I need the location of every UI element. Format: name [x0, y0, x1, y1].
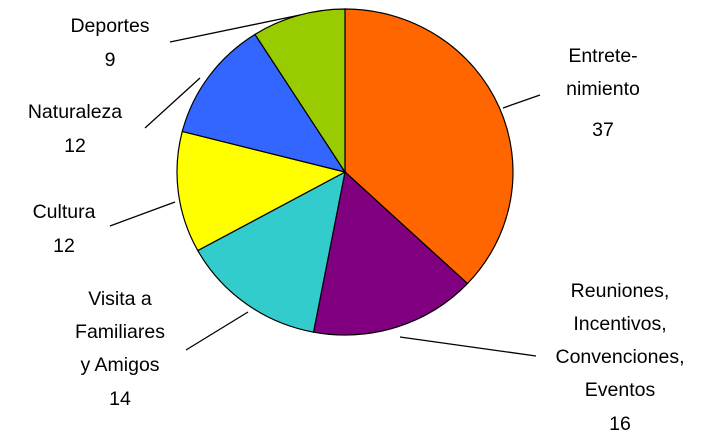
leader-line-reuniones — [399, 336, 537, 357]
slice-label-reuniones: Incentivos, — [573, 313, 666, 335]
slice-label-cultura: Cultura — [33, 201, 96, 223]
leader-line-naturaleza — [144, 77, 201, 129]
slice-value-cultura: 12 — [53, 235, 75, 257]
leader-lines — [109, 14, 541, 357]
slice-value-deportes: 9 — [105, 49, 116, 71]
slice-label-deportes: Deportes — [70, 15, 149, 37]
leader-line-visita — [185, 311, 249, 351]
pie-slice-reuniones — [312, 170, 469, 336]
pie-slices — [176, 8, 514, 336]
slice-value-naturaleza: 12 — [64, 135, 86, 157]
slice-labels: Entrete-nimiento 37 Reuniones, Incentivos, C… — [28, 15, 685, 435]
pie-slice-cultura — [176, 130, 347, 252]
slice-value-entretenimiento: 37 — [592, 119, 614, 141]
pie-slice-entretenimiento — [344, 8, 514, 285]
slice-label-visita: Familiares — [75, 321, 165, 343]
slice-label-reuniones: Eventos — [585, 379, 656, 401]
slice-value-reuniones: 16 — [609, 413, 631, 435]
slice-label-reuniones: Reuniones, — [571, 280, 670, 302]
slice-label-visita: Visita a — [88, 288, 152, 310]
leader-line-cultura — [109, 201, 176, 227]
slice-label-entretenimiento: nimiento — [566, 78, 640, 100]
slice-label-reuniones: Convenciones, — [556, 346, 685, 368]
leader-line-entretenimiento — [502, 94, 541, 109]
slice-label-entretenimiento: Entrete- — [568, 45, 637, 67]
pie-slice-naturaleza — [181, 33, 347, 173]
slice-label-naturaleza: Naturaleza — [28, 101, 122, 123]
slice-label-visita: y Amigos — [80, 354, 159, 376]
slice-value-visita: 14 — [109, 388, 131, 410]
leader-line-deportes — [169, 14, 301, 43]
pie-slice-visita — [196, 170, 346, 333]
